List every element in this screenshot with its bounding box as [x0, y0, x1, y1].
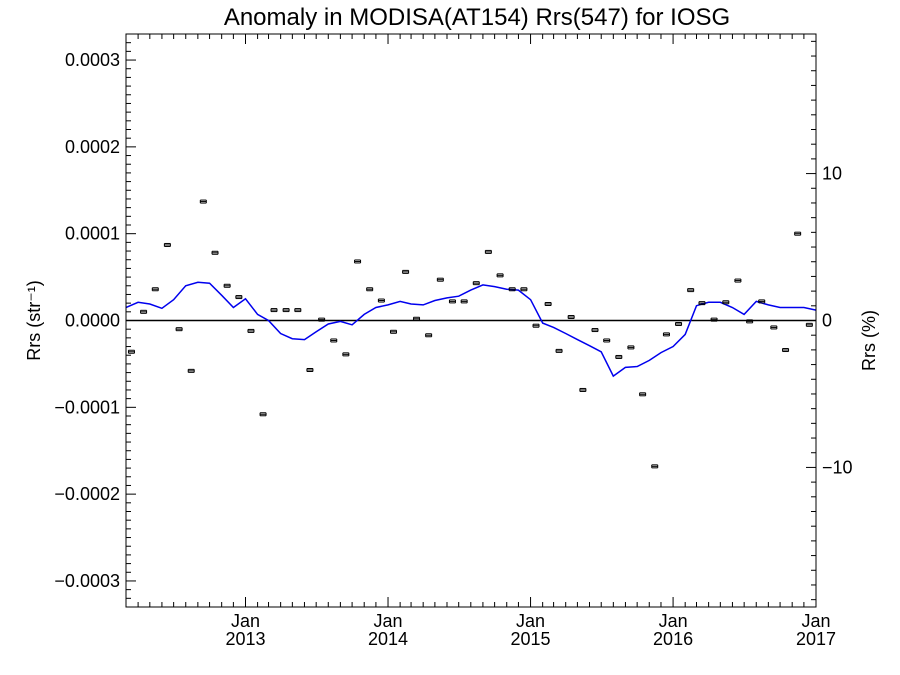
ticks	[125, 33, 817, 608]
data-point	[472, 281, 480, 286]
y-tick-label-left: 0.0002	[65, 137, 120, 157]
data-point	[698, 301, 706, 306]
data-point	[187, 368, 195, 373]
data-point	[318, 317, 326, 322]
data-point	[436, 277, 444, 282]
data-point	[413, 316, 421, 321]
data-point	[567, 315, 575, 320]
data-point	[270, 308, 278, 313]
data-point	[354, 259, 362, 264]
data-point	[211, 250, 219, 255]
data-point	[460, 299, 468, 304]
data-point	[389, 329, 397, 334]
data-point	[544, 302, 552, 307]
y-tick-label-right: 10	[822, 164, 842, 184]
data-point	[294, 308, 302, 313]
data-point	[603, 338, 611, 343]
x-tick-label-month: Jan	[801, 611, 830, 631]
data-point	[746, 319, 754, 324]
x-tick-label-month: Jan	[659, 611, 688, 631]
data-point	[163, 242, 171, 247]
data-point	[782, 348, 790, 353]
y-tick-label-left: 0.0001	[65, 224, 120, 244]
data-point	[555, 348, 563, 353]
y-tick-label-left: −0.0003	[54, 571, 120, 591]
data-point	[247, 328, 255, 333]
y-axis-label-left: Rrs (str⁻¹)	[24, 280, 44, 360]
tick-labels: 0.0003 0.0002 0.0001 0.0000 −0.0001 −0.0002 −0…	[54, 50, 852, 649]
data-point	[448, 299, 456, 304]
x-tick-label-year: 2017	[796, 629, 836, 649]
data-point	[330, 338, 338, 343]
x-tick-label-month: Jan	[231, 611, 260, 631]
data-point	[675, 321, 683, 326]
x-tick-label-year: 2013	[225, 629, 265, 649]
x-tick-label-month: Jan	[516, 611, 545, 631]
data-point	[484, 249, 492, 254]
x-tick-label-year: 2014	[368, 629, 408, 649]
x-tick-label-year: 2015	[511, 629, 551, 649]
data-point	[508, 287, 516, 292]
plot-frame	[125, 33, 817, 608]
data-point	[639, 392, 647, 397]
data-point	[722, 300, 730, 305]
data-point	[366, 287, 374, 292]
data-point	[235, 295, 243, 300]
x-tick-label-month: Jan	[374, 611, 403, 631]
y-tick-label-left: −0.0002	[54, 484, 120, 504]
data-point	[651, 464, 659, 469]
smoothed-anomaly-line	[125, 281, 817, 378]
data-point	[223, 283, 231, 288]
data-point	[175, 327, 183, 332]
data-point	[425, 333, 433, 338]
data-point	[377, 298, 385, 303]
data-point	[402, 269, 410, 274]
data-point	[687, 288, 695, 293]
data-point	[496, 273, 504, 278]
data-point	[532, 323, 540, 328]
data-points	[127, 199, 813, 469]
data-point	[591, 328, 599, 333]
data-point	[627, 345, 635, 350]
y-tick-label-left: 0.0003	[65, 50, 120, 70]
data-point	[579, 387, 587, 392]
y-axis-label-right: Rrs (%)	[859, 310, 879, 371]
data-point	[282, 308, 290, 313]
data-point	[805, 322, 813, 327]
data-point	[199, 199, 207, 204]
data-point	[662, 332, 670, 337]
data-point	[259, 412, 267, 417]
data-point	[127, 349, 135, 354]
data-point	[734, 278, 742, 283]
data-point	[151, 287, 159, 292]
data-point	[758, 299, 766, 304]
y-tick-label-right: 0	[822, 311, 832, 331]
data-point	[710, 317, 718, 322]
data-point	[342, 352, 350, 357]
data-point	[140, 309, 148, 314]
data-point	[770, 325, 778, 330]
data-point	[794, 231, 802, 236]
data-point	[520, 287, 528, 292]
x-tick-label-year: 2016	[653, 629, 693, 649]
chart-title: Anomaly in MODISA(AT154) Rrs(547) for IO…	[224, 4, 730, 31]
y-tick-label-right: −10	[822, 457, 853, 477]
data-point	[306, 367, 314, 372]
y-tick-label-left: 0.0000	[65, 311, 120, 331]
y-tick-label-left: −0.0001	[54, 397, 120, 417]
data-point	[615, 354, 623, 359]
